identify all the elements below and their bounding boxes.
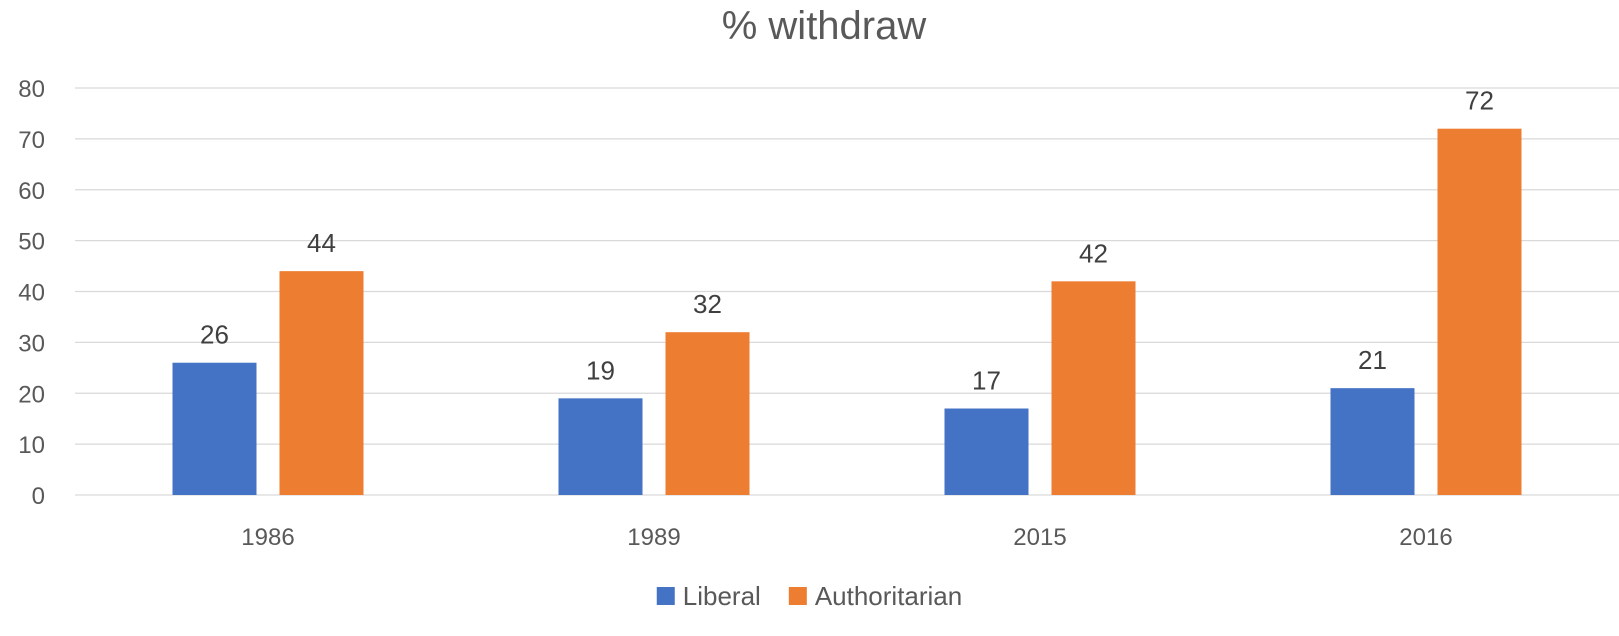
x-axis: 1986 1989 2015 2016 [241, 524, 1452, 551]
bar-authoritarian-2015 [1051, 281, 1136, 495]
data-label-authoritarian-2016: 72 [1465, 86, 1494, 116]
data-label-authoritarian-1989: 32 [693, 289, 722, 319]
y-axis: 0 10 20 30 40 50 60 70 80 [18, 76, 45, 510]
y-tick-label: 30 [18, 330, 45, 357]
y-tick-label: 50 [18, 229, 45, 256]
bar-authoritarian-1986 [279, 271, 364, 495]
data-label-authoritarian-2015: 42 [1079, 238, 1108, 268]
bar-authoritarian-2016 [1437, 128, 1522, 495]
x-tick-label: 1989 [627, 524, 680, 551]
bars [172, 128, 1522, 495]
y-tick-label: 10 [18, 432, 45, 459]
legend-label-authoritarian: Authoritarian [815, 581, 962, 611]
bar-liberal-2015 [944, 408, 1029, 495]
chart-title: % withdraw [722, 4, 927, 48]
legend: Liberal Authoritarian [656, 581, 962, 611]
x-tick-label: 1986 [241, 524, 294, 551]
data-labels: 26 44 19 32 17 42 21 72 [200, 86, 1494, 396]
y-tick-label: 40 [18, 280, 45, 307]
x-tick-label: 2015 [1013, 524, 1066, 551]
data-label-liberal-2016: 21 [1358, 345, 1387, 375]
bar-liberal-1989 [558, 398, 643, 495]
legend-swatch-authoritarian [788, 587, 807, 605]
x-tick-label: 2016 [1399, 524, 1452, 551]
legend-swatch-liberal [656, 587, 675, 605]
y-tick-label: 20 [18, 381, 45, 408]
y-tick-label: 60 [18, 178, 45, 205]
y-tick-label: 70 [18, 127, 45, 154]
bar-authoritarian-1989 [665, 332, 750, 495]
bar-liberal-2016 [1330, 388, 1415, 495]
data-label-authoritarian-1986: 44 [307, 228, 336, 258]
data-label-liberal-1986: 26 [200, 320, 229, 350]
bar-liberal-1986 [172, 362, 257, 495]
y-tick-label: 80 [18, 76, 45, 103]
y-tick-label: 0 [32, 483, 45, 510]
legend-label-liberal: Liberal [683, 581, 761, 611]
data-label-liberal-2015: 17 [972, 366, 1001, 396]
data-label-liberal-1989: 19 [586, 355, 615, 385]
